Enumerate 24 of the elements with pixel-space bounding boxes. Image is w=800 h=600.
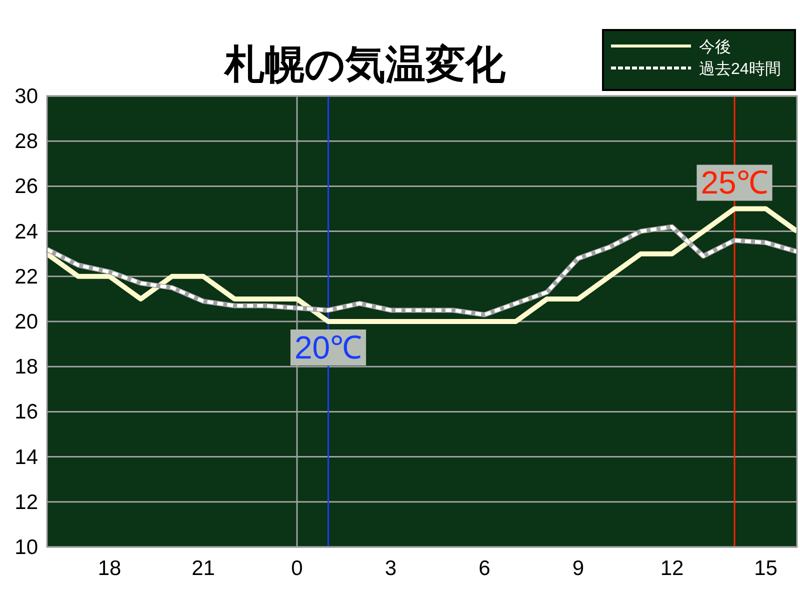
y-tick-label: 22 — [14, 265, 38, 288]
x-tick-label: 21 — [192, 557, 215, 580]
annotation: 25℃ — [700, 164, 768, 201]
y-tick-label: 14 — [14, 446, 38, 469]
legend-label: 過去24時間 — [699, 60, 781, 78]
x-tick-label: 3 — [384, 557, 397, 580]
x-tick-label: 0 — [291, 557, 303, 580]
annotation: 20℃ — [294, 329, 362, 366]
chart-title: 札幌の気温変化 — [224, 43, 506, 87]
x-tick-label: 6 — [478, 557, 490, 580]
y-tick-label: 16 — [14, 400, 38, 424]
y-tick-label: 10 — [14, 536, 38, 559]
y-tick-label: 28 — [14, 130, 38, 154]
x-tick-label: 12 — [660, 557, 684, 580]
x-tick-label: 15 — [754, 557, 778, 580]
y-tick-label: 24 — [14, 220, 38, 244]
y-tick-label: 18 — [14, 356, 38, 379]
y-tick-label: 26 — [14, 175, 38, 198]
x-tick-label: 9 — [572, 557, 584, 580]
y-tick-label: 30 — [14, 85, 38, 108]
legend-label: 今後 — [699, 38, 731, 56]
y-tick-label: 12 — [14, 490, 38, 514]
y-tick-label: 20 — [14, 310, 38, 334]
x-tick-label: 18 — [98, 557, 122, 580]
